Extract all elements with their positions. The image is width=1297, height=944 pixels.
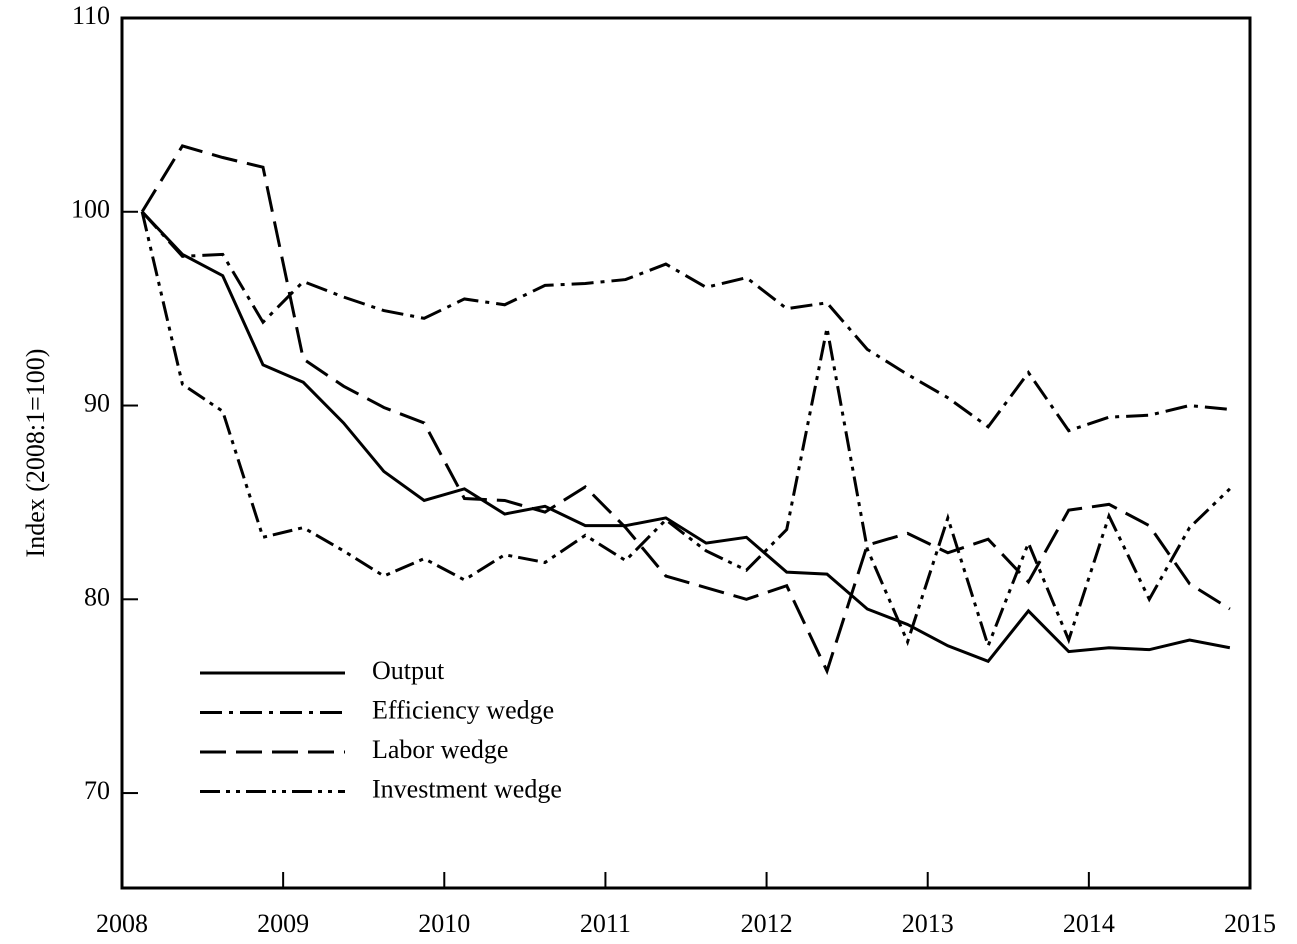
series-line [141,210,1231,433]
x-tick-label: 2014 [1063,909,1115,938]
legend-label: Labor wedge [372,735,508,764]
x-tick-label: 2010 [418,909,470,938]
x-tick-label: 2008 [96,909,148,938]
x-tick-label: 2012 [741,909,793,938]
y-tick-label: 110 [72,1,110,30]
x-tick-label: 2013 [902,909,954,938]
y-tick-label: 90 [84,388,110,417]
series-line [140,211,1231,651]
x-tick-label: 2009 [257,909,309,938]
series-line [141,210,1231,664]
legend-label: Investment wedge [372,774,562,803]
y-tick-label: 70 [84,776,110,805]
y-tick-label: 100 [71,195,110,224]
y-tick-label: 80 [84,582,110,611]
x-tick-label: 2015 [1224,909,1276,938]
plot-frame [120,16,1252,890]
legend-label: Output [372,656,445,685]
y-axis-label: Index (2008:1=100) [21,349,50,558]
x-tick-label: 2011 [580,909,631,938]
series-line [140,144,1231,676]
legend-label: Efficiency wedge [372,695,554,724]
